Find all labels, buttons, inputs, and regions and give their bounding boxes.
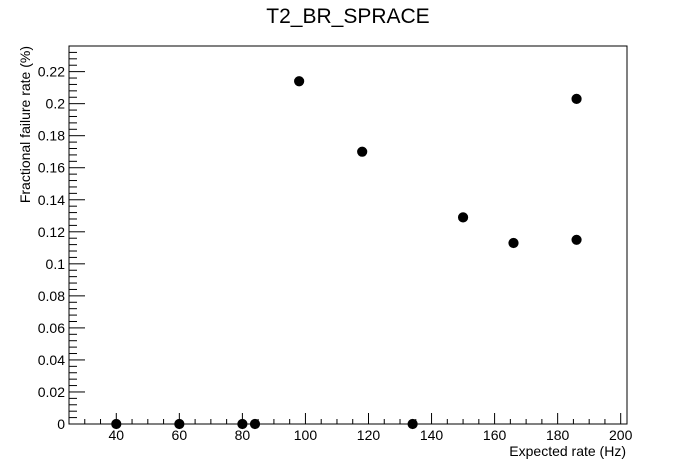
data-point — [294, 76, 305, 87]
x-tick-label: 120 — [357, 427, 381, 443]
y-tick-label: 0.08 — [38, 288, 65, 304]
data-point — [508, 237, 519, 249]
y-tick-label: 0.1 — [46, 256, 66, 272]
data-points — [111, 76, 582, 430]
data-point — [174, 418, 185, 430]
x-tick-label: 140 — [420, 427, 444, 443]
y-tick-label: 0.2 — [46, 96, 66, 112]
y-tick-label: 0 — [57, 416, 65, 432]
y-axis: 0 0.02 0.04 0.06 0.08 0.1 0.12 0.14 0.16 0.18 0.2 0… — [38, 45, 85, 432]
y-tick-label: 0.06 — [38, 320, 65, 336]
x-tick-label: 200 — [609, 427, 633, 443]
data-point — [357, 146, 368, 157]
y-axis-label: Fractional failure rate (%) — [17, 46, 33, 203]
data-point — [407, 418, 418, 430]
x-tick-label: 80 — [235, 427, 251, 443]
y-tick-label: 0.12 — [38, 224, 65, 240]
y-tick-label: 0.04 — [38, 352, 65, 368]
y-tick-label: 0.14 — [38, 192, 65, 208]
plot-frame — [68, 45, 628, 425]
data-point — [237, 418, 248, 430]
x-axis: 40 60 80 100 120 140 160 180 200 — [68, 413, 633, 443]
data-point — [571, 93, 582, 104]
x-tick-label: 160 — [483, 427, 507, 443]
y-tick-label: 0.22 — [38, 64, 65, 80]
x-tick-label: 40 — [108, 427, 124, 443]
data-point — [249, 418, 261, 430]
x-tick-label: 60 — [172, 427, 188, 443]
chart-title: T2_BR_SPRACE — [266, 5, 429, 28]
data-point — [111, 418, 122, 430]
y-tick-label: 0.16 — [38, 160, 65, 176]
x-axis-label: Expected rate (Hz) — [509, 443, 626, 459]
x-tick-label: 180 — [546, 427, 570, 443]
data-point — [457, 212, 469, 223]
y-tick-label: 0.02 — [38, 384, 65, 400]
x-tick-label: 100 — [294, 427, 318, 443]
y-tick-label: 0.18 — [38, 128, 65, 144]
data-point — [571, 234, 582, 245]
